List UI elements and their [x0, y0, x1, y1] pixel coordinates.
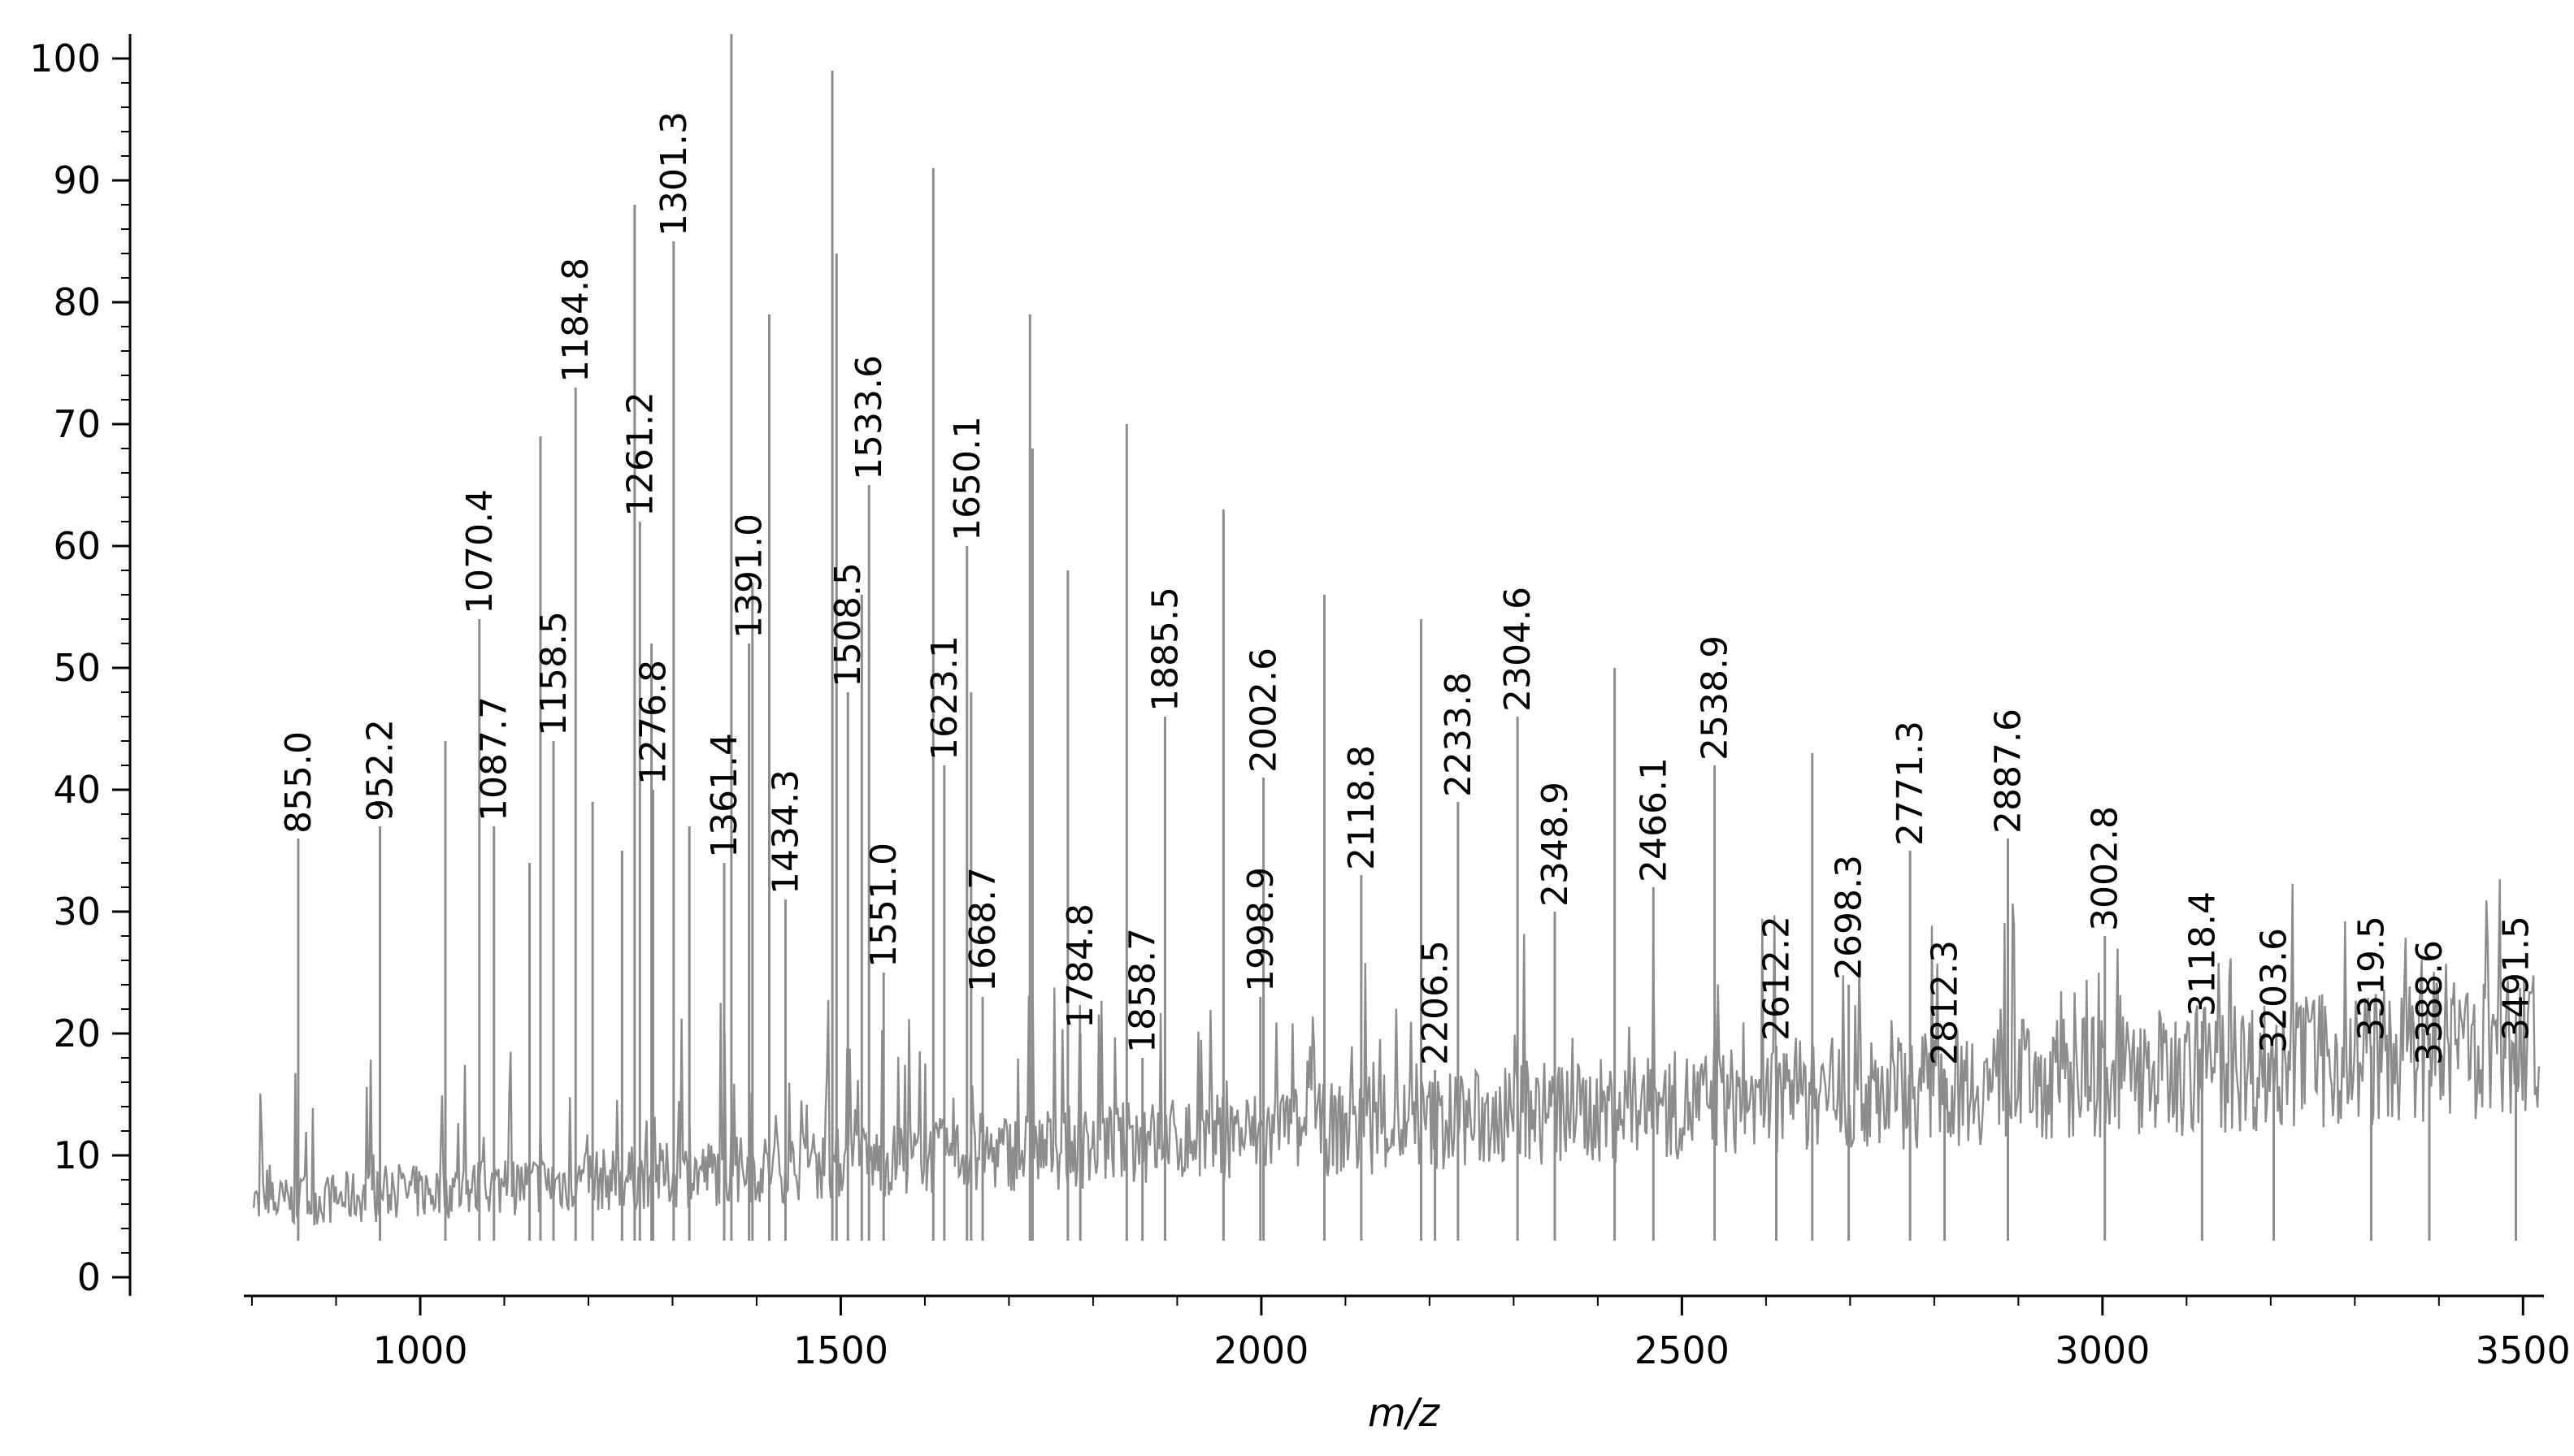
peak-label: 2612.2 — [1756, 916, 1797, 1041]
peak-label: 3319.5 — [2350, 916, 2392, 1041]
x-axis-title: m/z — [1368, 1390, 1441, 1436]
y-tick-label: 60 — [53, 524, 101, 568]
x-tick-label: 1000 — [372, 1328, 467, 1372]
peak-label: 1885.5 — [1144, 587, 1186, 712]
y-tick-label: 10 — [53, 1133, 101, 1177]
x-tick-label: 3500 — [2476, 1328, 2571, 1372]
peak-label: 1508.5 — [827, 562, 869, 687]
y-tick-label: 30 — [53, 890, 101, 934]
y-tick-label: 80 — [53, 280, 101, 324]
peak-label: 1184.8 — [555, 258, 597, 383]
peak-label: 1650.1 — [947, 416, 988, 541]
peak-label: 2304.6 — [1497, 587, 1539, 712]
peak-label: 1391.0 — [729, 514, 770, 639]
peak-label: 2698.3 — [1829, 855, 1870, 980]
y-tick-label: 70 — [53, 402, 101, 446]
axes-layer: 0 10 20 30 40 50 60 70 80 90 100 1000 1500 2000 2500 30… — [29, 34, 2571, 1372]
peak-label: 3002.8 — [2085, 806, 2126, 931]
peak-label: 3491.5 — [2496, 916, 2537, 1041]
peak-label: 1434.3 — [765, 769, 806, 895]
peak-label: 2771.3 — [1890, 721, 1931, 846]
peak-label: 2206.5 — [1415, 940, 1456, 1065]
peak-label: 3203.6 — [2254, 928, 2295, 1053]
peak-label: 1858.7 — [1122, 928, 1164, 1053]
peak-label: 2002.6 — [1244, 648, 1285, 773]
y-tick-label: 0 — [77, 1255, 101, 1299]
y-tick-label: 50 — [53, 646, 101, 690]
peak-labels-layer: 855.0 952.2 1070.4 1087.7 1158.5 1184.8 1261.2… — [278, 111, 2537, 1065]
y-tick-label: 90 — [53, 158, 101, 202]
peak-label: 3118.4 — [2181, 891, 2223, 1016]
y-tick-label: 40 — [53, 768, 101, 812]
peak-label: 1158.5 — [533, 611, 575, 736]
peak-label: 952.2 — [360, 719, 402, 821]
peak-label: 1533.6 — [849, 355, 890, 480]
peak-label: 1361.4 — [704, 733, 745, 858]
x-tick-label: 2500 — [1634, 1328, 1730, 1372]
peak-lines-layer — [297, 34, 2518, 1241]
peak-label: 1087.7 — [474, 696, 515, 821]
peak-label: 2118.8 — [1341, 745, 1382, 870]
peak-label: 2812.3 — [1925, 940, 1966, 1065]
peak-label: 1551.0 — [863, 843, 905, 968]
peak-label: 1276.8 — [632, 660, 674, 785]
peak-label: 1301.3 — [653, 111, 695, 236]
peak-label: 1668.7 — [962, 867, 1004, 992]
x-tick-label: 2000 — [1213, 1328, 1309, 1372]
y-tick-label: 100 — [29, 37, 101, 80]
peak-label: 1998.9 — [1240, 867, 1282, 992]
peak-label: 1784.8 — [1060, 904, 1101, 1029]
x-tick-label: 3000 — [2055, 1328, 2150, 1372]
peak-label: 2887.6 — [1988, 708, 2029, 834]
y-tick-label: 20 — [53, 1012, 101, 1055]
peak-label: 2466.1 — [1633, 757, 1674, 882]
peak-label: 1623.1 — [924, 635, 966, 760]
peak-label: 2538.9 — [1695, 635, 1736, 760]
peak-label: 3388.6 — [2409, 940, 2450, 1065]
peak-label: 1261.2 — [619, 392, 661, 517]
peak-label: 1070.4 — [459, 489, 501, 614]
x-tick-label: 1500 — [793, 1328, 888, 1372]
peak-label: 855.0 — [278, 731, 319, 834]
peak-label: 2233.8 — [1438, 672, 1479, 797]
peak-label: 2348.9 — [1534, 782, 1576, 907]
